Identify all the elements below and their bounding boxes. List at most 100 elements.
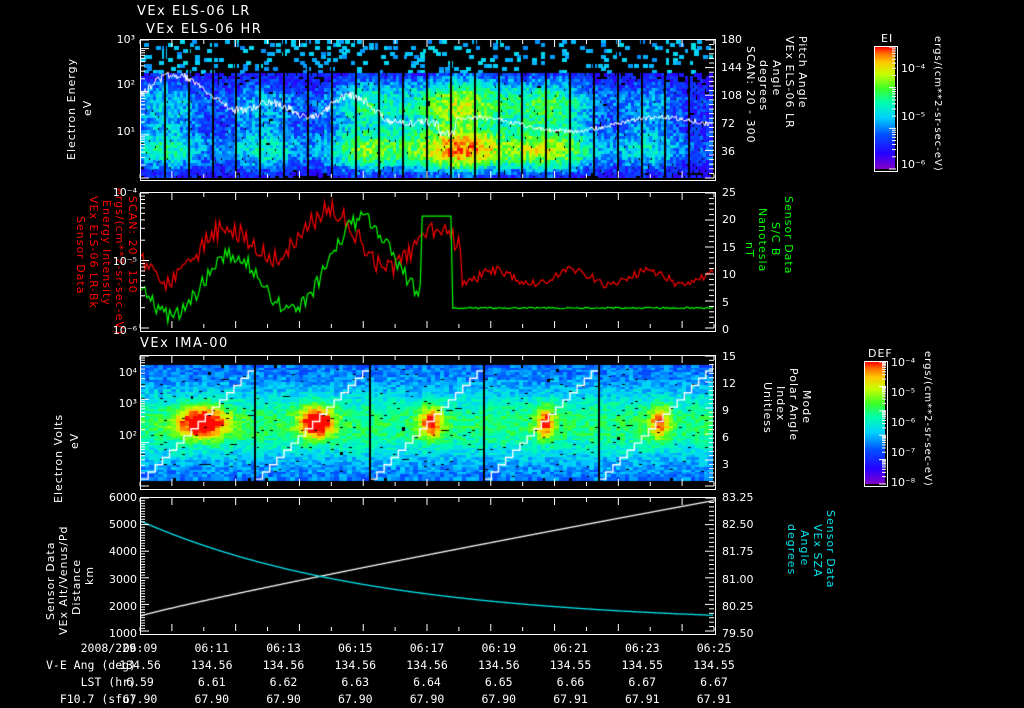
bottom-ve-ang-7: 134.55 xyxy=(621,658,664,672)
colorbar2-tick-2: 10⁻⁶ xyxy=(891,416,916,429)
bottom-ve-ang-1: 134.56 xyxy=(190,658,233,672)
panel3-title: VEx IMA-00 xyxy=(140,336,229,351)
panel4-right-tick-5: 79.50 xyxy=(722,627,754,640)
panel4-plot-area[interactable] xyxy=(140,497,716,635)
panel4-right-label-3: degrees xyxy=(785,524,798,576)
bottom-lst-7: 6.67 xyxy=(628,675,657,689)
bottom-f107-6: 67.91 xyxy=(553,692,588,706)
colorbar1-tick-1: 10⁻⁵ xyxy=(901,110,926,123)
panel1-right-label-4: SCAN: 20 - 300 xyxy=(744,46,757,144)
bottom-f107-3: 67.90 xyxy=(337,692,373,706)
panel2-left-label-4: SCAN: 20 - 150 xyxy=(126,196,139,294)
panel1-title-lr: VEx ELS-06 LR xyxy=(137,4,251,19)
panel1-left-tick-0: 10³ xyxy=(116,33,135,46)
panel2-right-label-1: S/C B xyxy=(769,222,782,257)
colorbar1-tick-2: 10⁻⁶ xyxy=(901,158,926,171)
colorbar1[interactable] xyxy=(874,46,898,172)
bottom-row-label-0: V-E Ang (deg) xyxy=(45,658,136,672)
colorbar2[interactable] xyxy=(864,361,888,487)
bottom-date-label: 2008/229 xyxy=(80,641,136,655)
panel3-left-tick-0: 10⁴ xyxy=(118,366,137,379)
panel4-right-tick-0: 83.25 xyxy=(722,491,754,504)
panel3-right-tick-0: 15 xyxy=(722,350,736,363)
bottom-lst-1: 6.61 xyxy=(197,675,226,689)
panel1-right-tick-1: 144 xyxy=(721,61,742,74)
bottom-lst-6: 6.66 xyxy=(556,675,585,689)
panel2-left-label-0: Sensor Data xyxy=(74,216,87,295)
bottom-time-5: 06:19 xyxy=(481,641,517,655)
colorbar2-tick-0: 10⁻⁴ xyxy=(891,356,916,369)
panel1-right-tick-3: 72 xyxy=(721,117,735,130)
panel3-right-tick-2: 9 xyxy=(722,404,729,417)
panel4-left-tick-1: 5000 xyxy=(109,518,137,531)
bottom-ve-ang-3: 134.56 xyxy=(334,658,377,672)
colorbar1-units: ergs/(cm**2-sr-sec-eV) xyxy=(932,36,943,172)
panel2-right-tick-5: 0 xyxy=(722,323,729,336)
panel4-left-tick-5: 1000 xyxy=(109,627,137,640)
panel4-right-label-0: Sensor Data xyxy=(824,510,837,589)
panel2-left-tick-1: 10⁻⁵ xyxy=(112,255,137,268)
panel2-left-label-2: Energy Intensity xyxy=(100,200,113,306)
panel2-plot-area[interactable] xyxy=(140,192,716,332)
panel4-right-tick-4: 80.25 xyxy=(722,600,754,613)
bottom-ve-ang-5: 134.56 xyxy=(477,658,520,672)
bottom-f107-1: 67.90 xyxy=(194,692,230,706)
bottom-f107-0: 67.90 xyxy=(122,692,158,706)
bottom-time-6: 06:21 xyxy=(553,641,588,655)
colorbar2-tick-4: 10⁻⁸ xyxy=(891,476,916,489)
panel1-right-label-0: Pitch Angle xyxy=(796,36,809,109)
bottom-time-0: 06:09 xyxy=(122,641,158,655)
panel1-right-tick-2: 108 xyxy=(721,89,742,102)
bottom-lst-5: 6.65 xyxy=(484,675,513,689)
panel3-plot-area[interactable] xyxy=(140,355,716,490)
bottom-ve-ang-2: 134.56 xyxy=(262,658,305,672)
panel1-right-tick-4: 36 xyxy=(721,145,735,158)
panel3-right-label-1: Polar Angle xyxy=(787,368,800,442)
panel2-right-tick-2: 15 xyxy=(722,241,736,254)
panel2-right-tick-4: 5 xyxy=(722,296,729,309)
panel4-left-tick-3: 3000 xyxy=(109,573,137,586)
bottom-ve-ang-0: 134.56 xyxy=(119,658,161,672)
panel4-right-tick-3: 81.00 xyxy=(722,573,754,586)
bottom-ve-ang-6: 134.55 xyxy=(549,658,592,672)
panel1-right-label-3: degrees xyxy=(757,60,770,112)
panel2-right-label-2: Nanotesla xyxy=(756,208,769,273)
panel1-plot-area[interactable] xyxy=(140,39,716,181)
bottom-time-7: 06:23 xyxy=(624,641,660,655)
panel1-left-tick-1: 10² xyxy=(116,78,135,91)
panel4-left-tick-0: 6000 xyxy=(109,491,137,504)
colorbar2-units: ergs/(cm**2-sr-sec-eV) xyxy=(922,351,933,487)
panel2-right-label-0: Sensor Data xyxy=(782,196,795,275)
colorbar2-tick-1: 10⁻⁵ xyxy=(891,386,916,399)
panel2-left-label-3: ergs/(cm**2-sr-sec-eV) xyxy=(113,188,126,336)
bottom-ve-ang-8: 134.55 xyxy=(693,658,735,672)
panel3-right-tick-1: 12 xyxy=(722,377,736,390)
panel3-left-tick-1: 10³ xyxy=(118,397,137,410)
bottom-f107-8: 67.91 xyxy=(696,692,732,706)
panel4-left-tick-2: 4000 xyxy=(109,545,137,558)
panel3-right-tick-3: 6 xyxy=(722,431,729,444)
bottom-lst-0: 6.59 xyxy=(126,675,154,689)
bottom-lst-4: 6.64 xyxy=(413,675,441,689)
panel3-left-tick-2: 10² xyxy=(118,429,137,442)
bottom-f107-4: 67.90 xyxy=(409,692,445,706)
panel1-right-tick-0: 180 xyxy=(721,33,742,46)
panel2-left-tick-0: 10⁻⁴ xyxy=(112,186,137,199)
colorbar1-tick-0: 10⁻⁴ xyxy=(901,62,926,75)
bottom-f107-7: 67.91 xyxy=(624,692,660,706)
bottom-lst-2: 6.62 xyxy=(269,675,298,689)
bottom-time-8: 06:25 xyxy=(696,641,732,655)
bottom-f107-2: 67.90 xyxy=(266,692,301,706)
panel1-right-label-1: VEx ELS-06 LR xyxy=(783,36,796,129)
panel2-right-tick-1: 20 xyxy=(722,213,736,226)
panel2-left-label-1: VEx ELS-06 LR-Bk xyxy=(87,196,100,309)
panel2-right-label-3: nT xyxy=(743,242,756,258)
panel4-right-label-2: Angle xyxy=(798,530,811,567)
panel2-left-tick-2: 10⁻⁶ xyxy=(112,324,137,337)
panel1-left-tick-2: 10¹ xyxy=(116,125,135,138)
panel3-right-label-0: Mode xyxy=(800,390,813,424)
bottom-row-label-2: F10.7 (sfu) xyxy=(59,692,136,706)
panel1-title-hr: VEx ELS-06 HR xyxy=(146,22,263,37)
bottom-time-3: 06:15 xyxy=(337,641,373,655)
